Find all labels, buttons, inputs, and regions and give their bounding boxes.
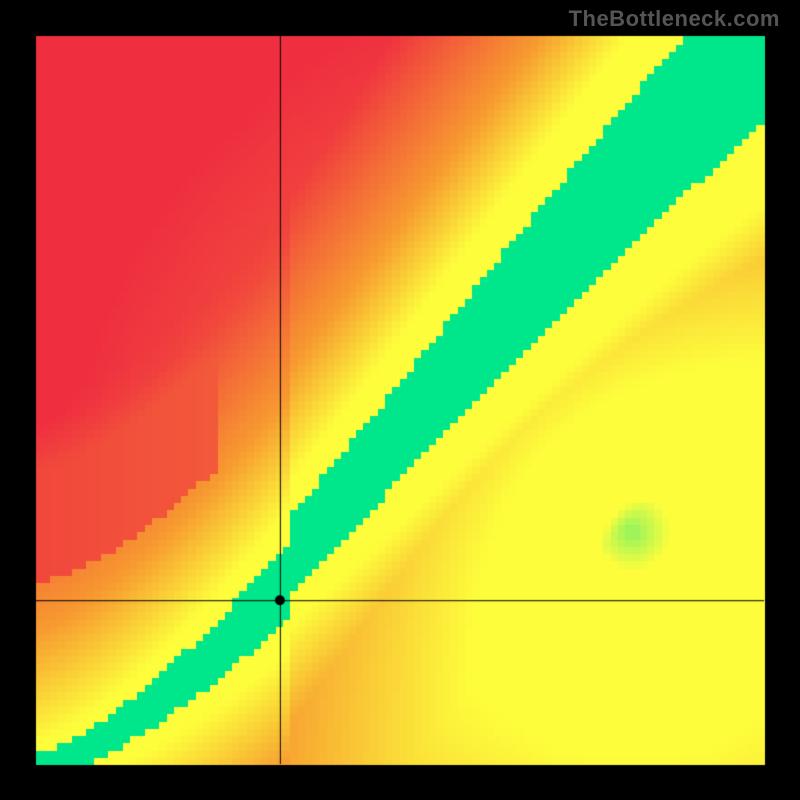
watermark-text: TheBottleneck.com xyxy=(569,6,780,32)
heatmap-canvas xyxy=(0,0,800,800)
chart-container: TheBottleneck.com xyxy=(0,0,800,800)
